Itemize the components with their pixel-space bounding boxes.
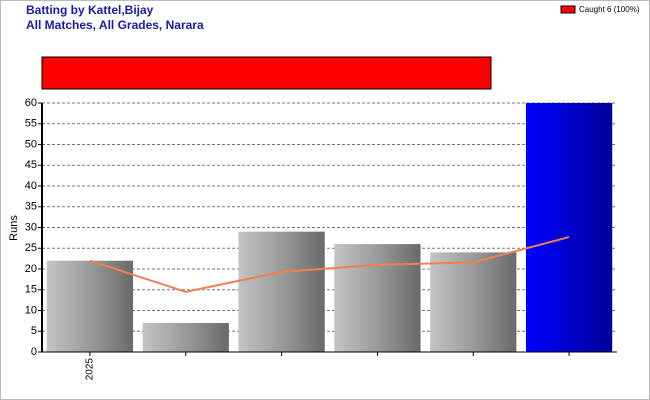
y-tick-label: 60 — [25, 97, 37, 109]
x-tick-label: 2025 — [85, 358, 96, 381]
bar — [525, 103, 613, 352]
y-tick-label: 45 — [25, 159, 37, 171]
y-tick-label: 0 — [31, 346, 37, 358]
y-axis-label: Runs — [8, 215, 20, 241]
y-tick-label: 10 — [25, 304, 37, 316]
y-tick-label: 55 — [25, 118, 37, 130]
y-tick-label: 25 — [25, 242, 37, 254]
y-tick-label: 40 — [25, 180, 37, 192]
y-tick-label: 35 — [25, 201, 37, 213]
legend-label: Caught 6 (100%) — [579, 5, 640, 14]
dismissal-bar — [41, 56, 492, 90]
bar — [430, 252, 517, 352]
chart-title: Batting by Kattel,Bijay — [26, 3, 154, 17]
average-line — [89, 236, 570, 293]
bar — [142, 322, 229, 352]
y-tick-label: 15 — [25, 284, 37, 296]
bar — [334, 244, 421, 352]
y-tick-label: 20 — [25, 263, 37, 275]
y-tick-label: 50 — [25, 138, 37, 150]
bar — [238, 231, 325, 352]
chart-subtitle: All Matches, All Grades, Narara — [26, 18, 204, 32]
y-tick-label: 5 — [31, 325, 37, 337]
bar — [46, 260, 134, 352]
y-tick-label: 30 — [25, 221, 37, 233]
legend-swatch — [560, 5, 576, 14]
